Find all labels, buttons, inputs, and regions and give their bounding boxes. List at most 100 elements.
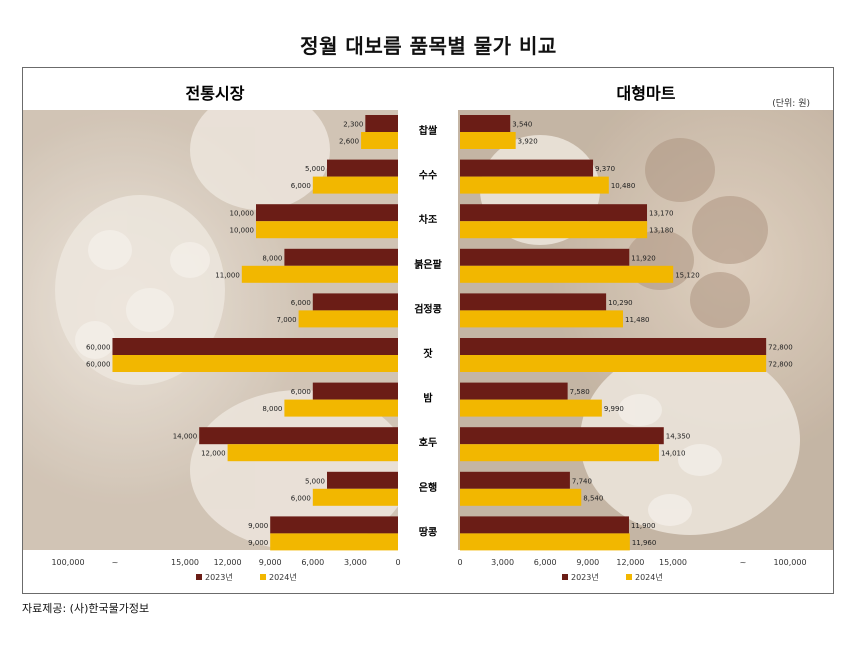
bar-right-2024 — [460, 176, 609, 194]
bar-left-2024 — [256, 221, 398, 239]
bar-left-2023 — [365, 115, 398, 132]
data-label: 72,800 — [768, 344, 793, 352]
data-label: 13,180 — [649, 227, 674, 235]
category-label: 은행 — [419, 481, 437, 494]
data-label: 60,000 — [86, 361, 111, 369]
bar-right-2023 — [460, 293, 607, 311]
data-label: 3,540 — [512, 121, 532, 129]
bar-right-2023 — [460, 471, 570, 489]
bar-left-2023 — [312, 293, 398, 311]
data-label: 14,350 — [666, 433, 691, 441]
bar-right-2023 — [460, 159, 594, 177]
category-label: 땅콩 — [419, 525, 437, 538]
bar-right-2023 — [460, 204, 648, 222]
bar-left-2023 — [312, 382, 398, 400]
category-label: 밤 — [423, 392, 433, 405]
data-label: 8,540 — [583, 494, 603, 502]
category-label: 붉은팥 — [414, 258, 442, 271]
bar-left-2024 — [112, 355, 399, 372]
bar-right-2024 — [460, 221, 648, 239]
tick-label: 9,000 — [259, 558, 282, 567]
data-label: 7,740 — [572, 477, 592, 485]
data-label: 2,300 — [343, 121, 363, 129]
legend-label: 2024년 — [269, 572, 297, 582]
data-label: 15,120 — [675, 271, 700, 279]
data-label: 6,000 — [291, 299, 311, 307]
category-label: 수수 — [419, 170, 437, 182]
bar-left-2024 — [241, 265, 398, 283]
bars-layer: 2,300 5,000 10,000 8,000 6,000 60,000 6,000 14,… — [86, 115, 793, 551]
data-label: 10,480 — [611, 182, 636, 190]
data-label: 3,920 — [518, 138, 538, 146]
data-label: 7,000 — [277, 316, 297, 324]
data-label: 9,000 — [248, 522, 268, 530]
legend: 2023년 2024년 2023년 2024년 — [196, 572, 663, 582]
bar-left-2023 — [256, 204, 398, 222]
data-label: 8,000 — [262, 405, 282, 413]
data-label: 11,900 — [631, 522, 656, 530]
bar-left-2023 — [284, 248, 398, 266]
category-label: 찹쌀 — [419, 124, 438, 137]
legend-swatch — [626, 574, 632, 580]
tick-label: 12,000 — [616, 558, 644, 567]
data-label: 9,370 — [595, 165, 615, 173]
data-label: 9,000 — [248, 539, 268, 547]
tick-label: 0 — [457, 558, 462, 567]
tick-label: ~ — [112, 558, 119, 567]
bar-left-2023 — [327, 471, 398, 489]
bar-right-2024 — [460, 355, 767, 372]
tick-label: 9,000 — [576, 558, 599, 567]
bar-right-2023 — [460, 248, 630, 266]
bar-left-2024 — [312, 176, 398, 194]
data-label: 6,000 — [291, 388, 311, 396]
data-label: 2,600 — [339, 138, 359, 146]
legend-swatch — [562, 574, 568, 580]
tick-label: 15,000 — [659, 558, 687, 567]
tick-label: 15,000 — [171, 558, 199, 567]
bar-left-2024 — [227, 444, 398, 462]
data-label: 14,010 — [661, 450, 686, 458]
bar-left-2023 — [112, 338, 399, 355]
tick-label: 12,000 — [214, 558, 242, 567]
bar-left-2024 — [298, 310, 398, 328]
bar-right-2023 — [460, 516, 629, 534]
bar-left-2024 — [270, 533, 398, 551]
bar-left-2024 — [361, 132, 398, 149]
data-label: 10,000 — [230, 210, 255, 218]
legend-label: 2023년 — [571, 572, 599, 582]
legend-swatch — [260, 574, 266, 580]
legend-swatch — [196, 574, 202, 580]
data-label: 12,000 — [201, 450, 226, 458]
data-label: 9,990 — [604, 405, 624, 413]
data-label: 11,920 — [631, 254, 656, 262]
legend-label: 2023년 — [205, 572, 233, 582]
bar-right-2023 — [460, 115, 511, 132]
panel-title-left: 전통시장 — [186, 84, 245, 103]
bar-left-2023 — [327, 159, 398, 177]
data-label: 72,800 — [768, 361, 793, 369]
data-label: 6,000 — [291, 494, 311, 502]
source-note: 자료제공: (사)한국물가정보 — [22, 602, 150, 615]
tick-label: 6,000 — [301, 558, 324, 567]
category-column — [398, 110, 458, 550]
data-label: 7,580 — [570, 388, 590, 396]
tick-label: 0 — [395, 558, 400, 567]
category-label: 차조 — [419, 213, 437, 226]
tick-label: 6,000 — [534, 558, 557, 567]
bar-left-2024 — [284, 399, 398, 417]
data-label: 14,000 — [173, 433, 198, 441]
bar-right-2024 — [460, 533, 630, 551]
tick-label: ~ — [740, 558, 747, 567]
data-label: 60,000 — [86, 344, 111, 352]
data-label: 8,000 — [262, 254, 282, 262]
panel-header-band — [23, 68, 833, 110]
bar-right-2024 — [460, 399, 602, 417]
data-label: 13,170 — [649, 210, 674, 218]
bar-right-2024 — [460, 132, 516, 149]
bar-left-2023 — [199, 427, 398, 445]
data-label: 11,960 — [632, 539, 657, 547]
tick-label: 3,000 — [344, 558, 367, 567]
data-label: 11,480 — [625, 316, 650, 324]
